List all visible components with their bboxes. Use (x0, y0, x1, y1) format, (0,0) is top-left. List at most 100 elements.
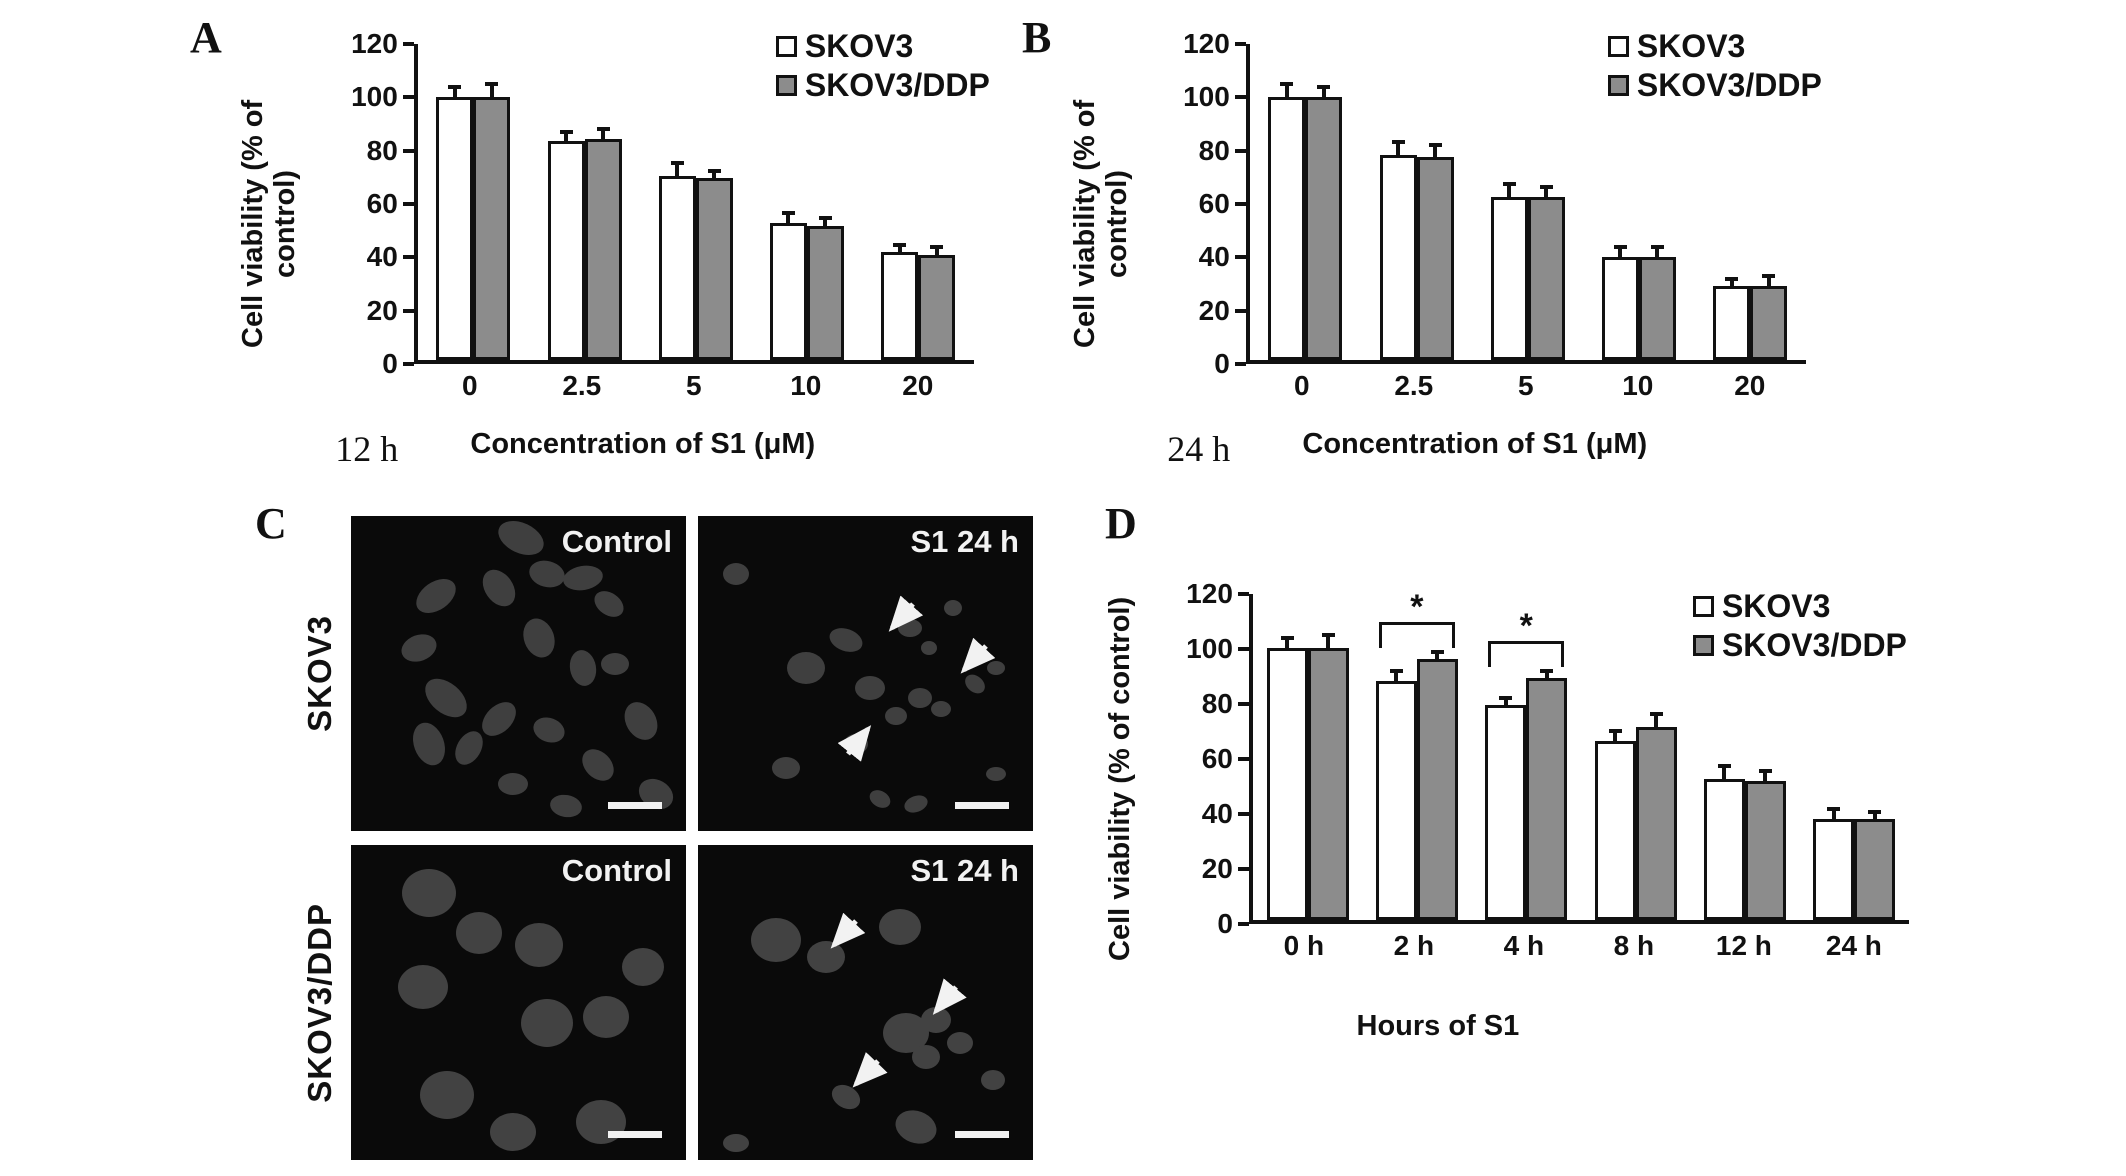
bar (658, 175, 696, 360)
bar-with-error (1703, 763, 1745, 920)
significance-star: * (1410, 588, 1424, 627)
y-axis-title: Cell viability (% of control) (237, 99, 301, 349)
error-bar-line (1507, 186, 1512, 197)
error-bar-line (1831, 811, 1836, 820)
bar-with-error (806, 216, 844, 360)
bar (1713, 286, 1751, 360)
error-bar-cap (1317, 84, 1331, 89)
bar (436, 96, 474, 360)
nuclei-illustration (401, 521, 674, 818)
bar-group (1713, 274, 1788, 360)
legend-item-skov3: SKOV3 (1607, 30, 1822, 62)
error-bar-line (897, 246, 902, 253)
bar (1379, 154, 1417, 360)
error-bar-line (1544, 188, 1549, 197)
bar (1307, 648, 1349, 920)
y-tick-label: 80 (1201, 688, 1233, 719)
plot-area: SKOV3 SKOV3/DDP (413, 30, 990, 364)
legend: SKOV3 SKOV3/DDP (775, 30, 990, 101)
y-tick-mark (1234, 308, 1246, 313)
y-tick-mark (1237, 812, 1249, 816)
bar (1750, 286, 1788, 360)
bar-with-error (1379, 140, 1417, 360)
bar-group (547, 126, 622, 360)
x-tick-labels: 0 2.5 5 10 20 (414, 370, 974, 402)
error-bar-cap (1758, 769, 1772, 774)
bar-with-error (436, 84, 474, 360)
y-tick-mark (402, 362, 414, 366)
bar (1638, 257, 1676, 360)
x-axis-title: Concentration of S1 (μM) (470, 428, 816, 460)
y-tick-label: 40 (366, 241, 398, 273)
y-tick-mark (1234, 362, 1246, 366)
bar-with-error (1594, 728, 1636, 920)
panel-d: D Cell viability (% of control) 0 20 40 60 8… (1104, 500, 1909, 1043)
x-tick-label: 2.5 (562, 370, 602, 401)
y-tick-label: 20 (1198, 294, 1230, 326)
x-tick-label: 12 h (1715, 930, 1772, 961)
legend-swatch-skov3 (1607, 35, 1629, 57)
y-tick: 0 (382, 350, 414, 378)
y-tick: 80 (1202, 690, 1249, 718)
legend-item-skov3ddp: SKOV3/DDP (1692, 629, 1907, 661)
bar-with-error (1713, 277, 1751, 360)
y-tick-label: 120 (351, 28, 398, 59)
image-label: S1 24 h (910, 853, 1019, 888)
y-tick-label: 60 (1198, 188, 1230, 219)
micro-image-skov3-control: Control (351, 516, 686, 831)
error-bar-cap (559, 129, 573, 134)
error-bar-line (1654, 716, 1659, 728)
bar-group (1268, 82, 1343, 360)
bar (1526, 678, 1568, 920)
y-tick-mark (1234, 202, 1246, 206)
bar-with-error (1375, 668, 1417, 920)
y-tick: 120 (1183, 30, 1246, 58)
bar-group (1266, 633, 1349, 920)
bar (1485, 705, 1527, 920)
y-tick: 80 (367, 136, 414, 165)
viability-chart-timecourse: Cell viability (% of control) 0 20 40 60 80 1… (1104, 580, 1909, 1043)
error-bar-line (1285, 640, 1290, 649)
bar (1416, 659, 1458, 920)
viability-chart-24h: Cell viability (% of control) 0 20 40 60 80 1… (1069, 30, 1822, 470)
y-tick: 0 (1217, 910, 1249, 938)
panel-label-b: B (1022, 13, 1052, 62)
error-bar-line (1655, 249, 1660, 258)
bar (1375, 680, 1417, 920)
bar-with-error (881, 242, 919, 360)
y-tick-mark (1237, 592, 1249, 596)
x-tick-label: 20 (1734, 370, 1766, 401)
error-bar-line (1284, 86, 1289, 97)
error-bar-cap (1280, 636, 1294, 641)
bar-with-error (547, 129, 585, 360)
y-tick-mark (1234, 42, 1246, 46)
y-tick: 0 (1214, 350, 1246, 378)
bar-group (436, 82, 511, 360)
image-label: S1 24 h (910, 524, 1019, 559)
y-tick-label: 20 (1201, 853, 1233, 884)
y-tick-label: 60 (366, 188, 398, 219)
x-tick-label: 5 (685, 370, 702, 401)
error-bar-line (601, 130, 606, 139)
y-tick: 120 (351, 30, 414, 58)
bar-with-error (695, 169, 733, 360)
y-tick: 60 (1199, 190, 1246, 218)
error-bar-cap (1717, 763, 1731, 768)
y-tick-label: 0 (1214, 348, 1230, 379)
error-bar-cap (893, 242, 907, 247)
x-tick-labels: 0 2.5 5 10 20 (1246, 370, 1806, 402)
bar (1601, 257, 1639, 360)
bar-group (1490, 182, 1565, 360)
bar-with-error (1526, 668, 1568, 920)
bar-group (1594, 712, 1677, 920)
bar (1813, 819, 1855, 920)
error-bar-cap (1321, 633, 1335, 638)
bar (584, 138, 622, 360)
bar (1703, 778, 1745, 920)
panel-label-c: C (255, 499, 287, 548)
bar (1527, 196, 1565, 360)
y-tick: 100 (1186, 635, 1249, 663)
bar-with-error (1305, 84, 1343, 360)
bar-groups (1250, 44, 1806, 360)
y-tick-mark (402, 42, 414, 46)
